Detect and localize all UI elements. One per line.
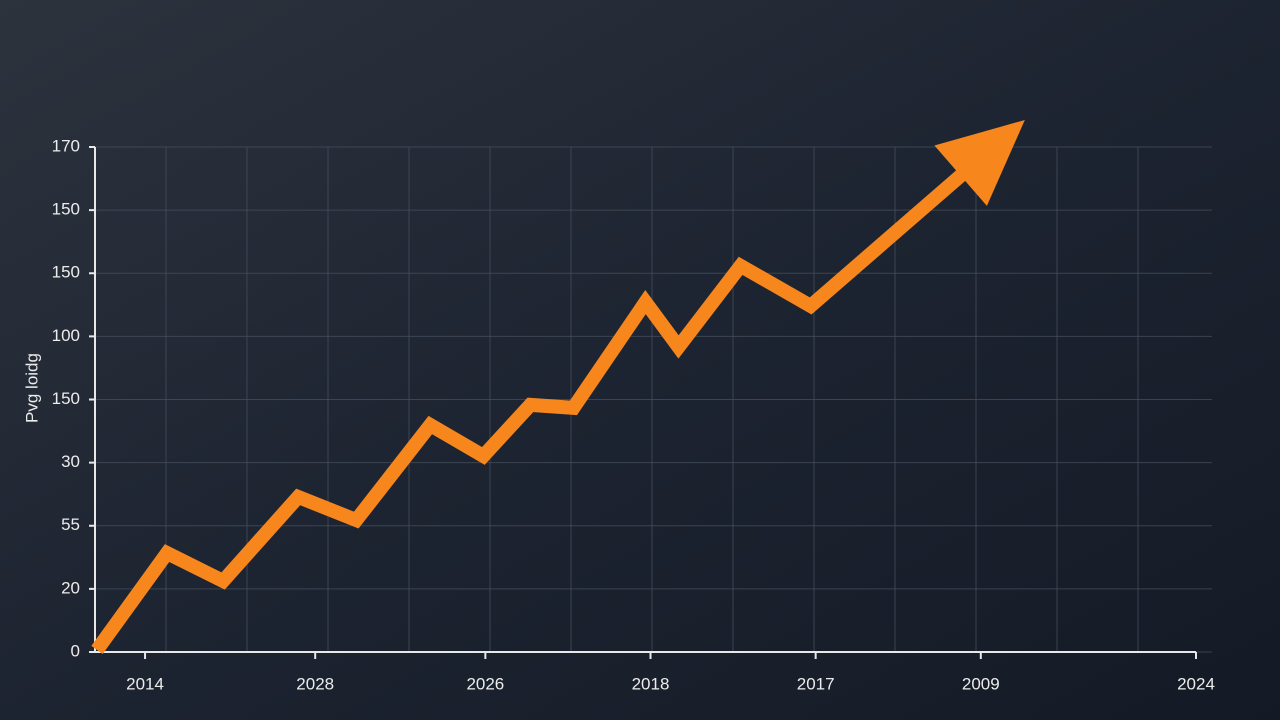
line-series — [91, 163, 973, 655]
x-tick-label: 2024 — [1177, 674, 1215, 693]
x-tick-label: 2028 — [296, 674, 334, 693]
y-tick-label: 55 — [61, 515, 80, 534]
y-tick-label: 100 — [52, 326, 80, 345]
y-tick-label: 150 — [52, 200, 80, 219]
y-tick-label: 20 — [61, 578, 80, 597]
y-tick-label: 170 — [52, 136, 80, 155]
y-tick-label: 0 — [71, 641, 80, 660]
x-tick-label: 2017 — [797, 674, 835, 693]
x-tick-label: 2009 — [962, 674, 1000, 693]
y-tick-label: 150 — [52, 263, 80, 282]
x-tick-label: 2026 — [466, 674, 504, 693]
y-tick-label: 150 — [52, 389, 80, 408]
y-tick-label: 30 — [61, 452, 80, 471]
y-axis-label: Pvg loidg — [22, 353, 41, 423]
arrowhead — [934, 119, 1025, 206]
x-tick-label: 2014 — [126, 674, 164, 693]
x-tick-label: 2018 — [632, 674, 670, 693]
